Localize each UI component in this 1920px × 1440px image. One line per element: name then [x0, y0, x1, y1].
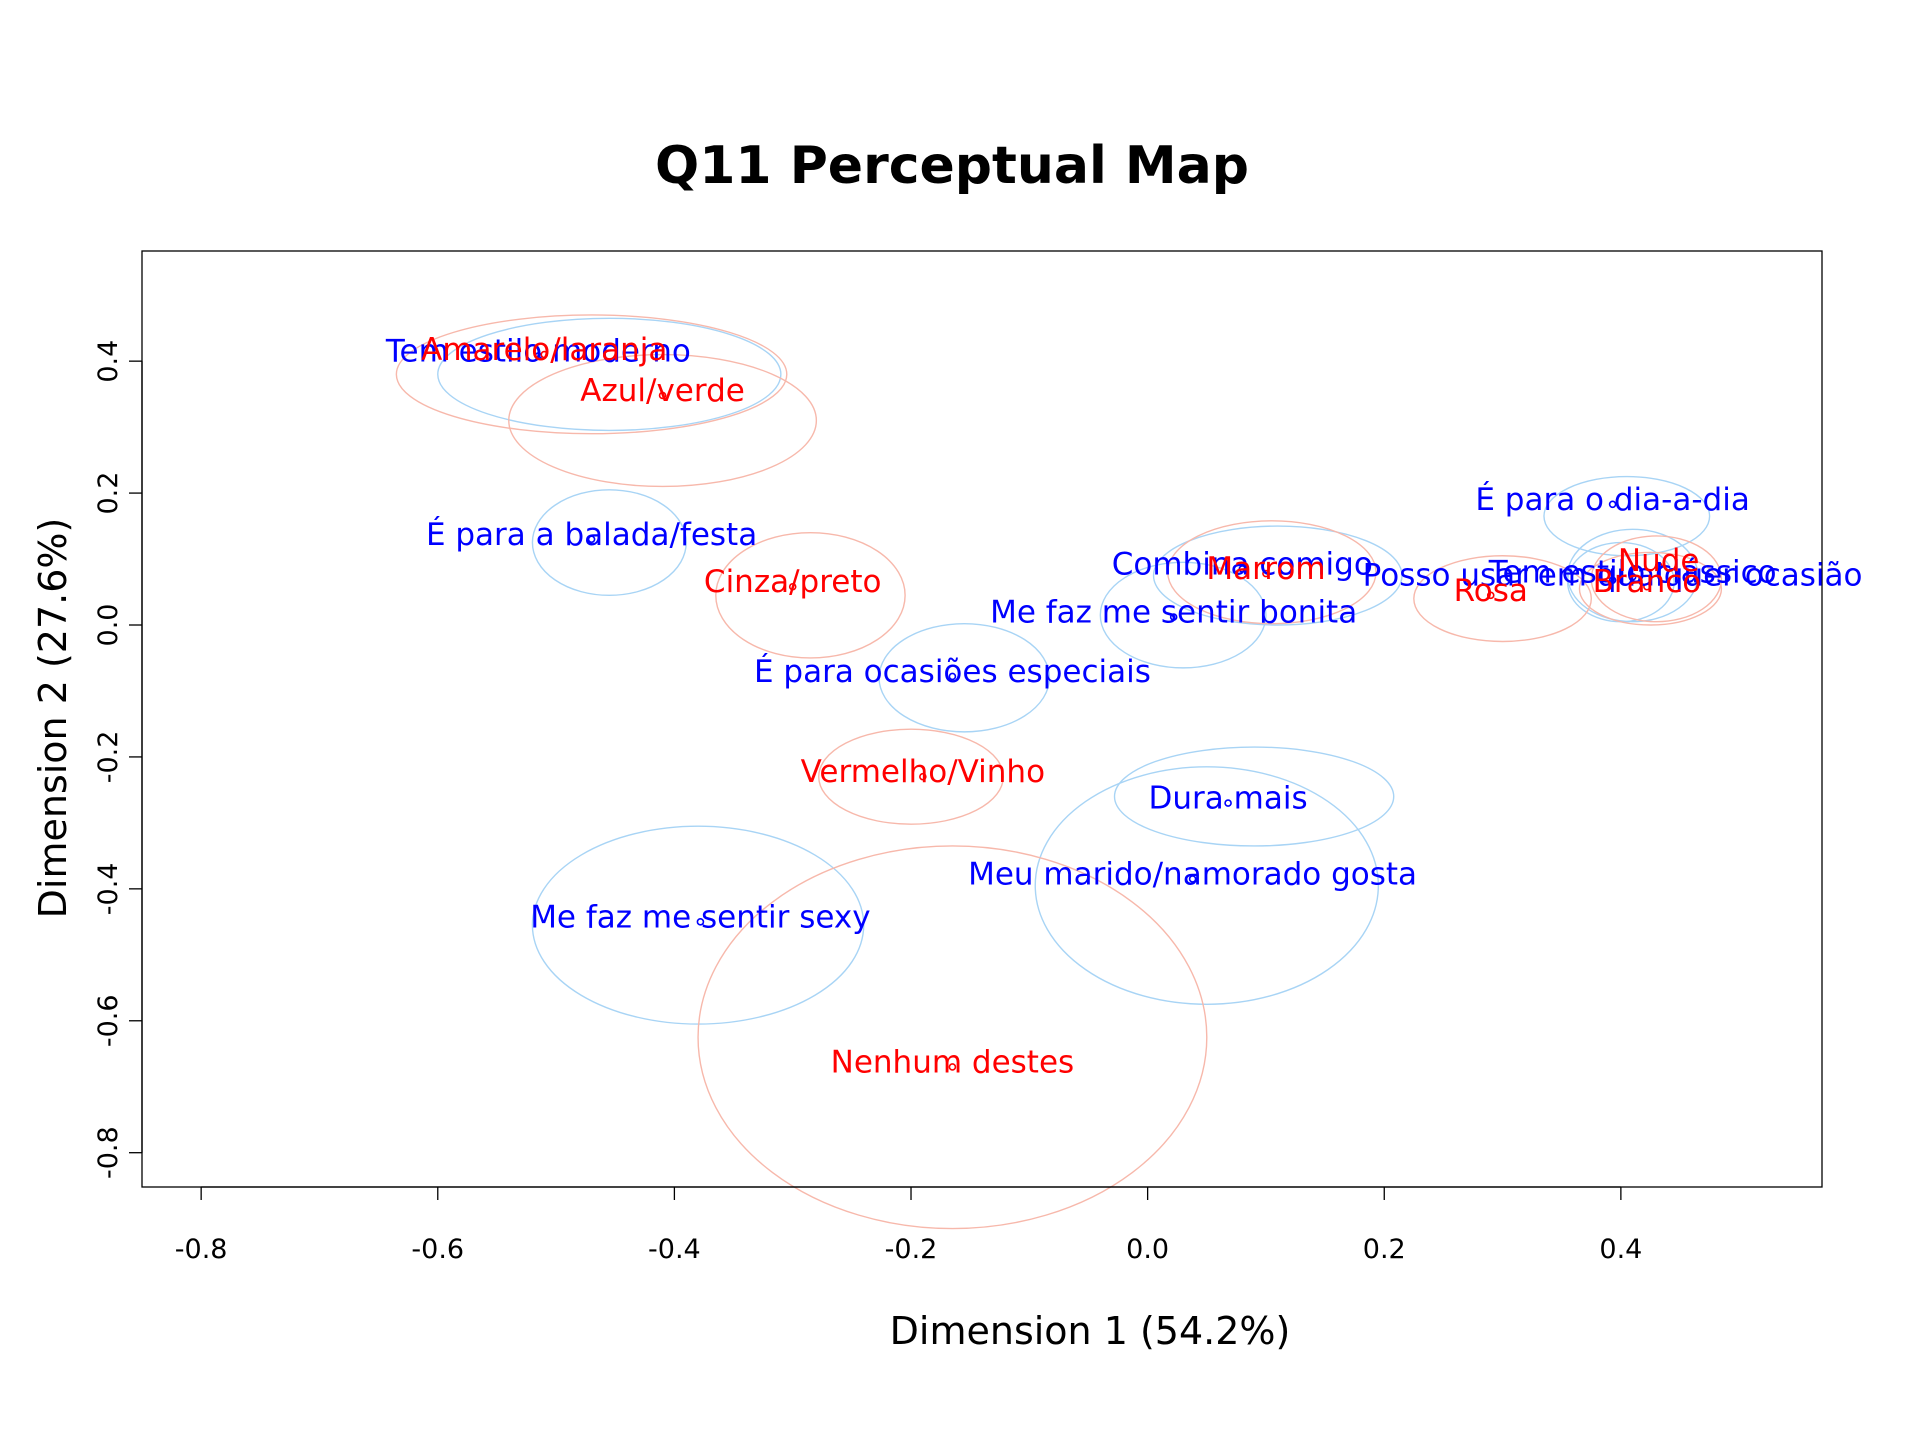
y-tick-label: -0.2: [93, 731, 124, 784]
label-dura-mais: Dura mais: [1149, 781, 1308, 817]
chart-title: Q11 Perceptual Map: [655, 136, 1249, 196]
label-e-para-a-balada-festa: É para a balada/festa: [426, 517, 757, 553]
y-tick-label: 0.0: [93, 604, 124, 647]
point-nenhum-destes: [948, 1063, 957, 1071]
ellipse-rosa: [1413, 555, 1592, 643]
label-meu-marido-namorado-gosta: Meu marido/namorado gosta: [968, 856, 1417, 892]
confidence-ellipses: [395, 314, 1723, 1230]
point-e-para-ocasioes-especiais: [948, 672, 957, 681]
label-rosa: Rosa: [1454, 573, 1528, 609]
ellipse-combina-comigo: [1152, 525, 1403, 626]
point-nude: [1654, 561, 1663, 570]
ellipse-nenhum-destes: [697, 845, 1208, 1230]
x-tick-label: -0.8: [175, 1234, 228, 1265]
point-dura-mais: [1224, 799, 1232, 807]
x-axis: -0.8 -0.6 -0.4 -0.2 0.0 0.2 0.4: [175, 1186, 1642, 1265]
label-tem-estilo-moderno: Tem estilo moderno: [385, 333, 691, 369]
x-tick-label: 0.4: [1599, 1234, 1642, 1265]
label-amarelo-laranja: Amarelo/laranja: [421, 332, 667, 368]
y-tick-label: 0.4: [93, 340, 124, 383]
point-posso-usar-em-qualquer-ocasiao: [1608, 576, 1617, 584]
label-e-para-ocasioes-especiais: É para ocasiões especiais: [754, 654, 1151, 690]
x-axis-label: Dimension 1 (54.2%): [890, 1309, 1291, 1353]
label-posso-usar-em-qualquer-ocasiao: Posso usar em qualquer ocasião: [1363, 558, 1863, 594]
label-nenhum-destes: Nenhum destes: [831, 1044, 1075, 1080]
x-tick-label: -0.4: [648, 1234, 701, 1265]
ellipse-azul-verde: [508, 353, 818, 488]
ellipse-e-para-ocasioes-especiais: [878, 622, 1051, 733]
label-combina-comigo: Combina comigo: [1112, 546, 1373, 582]
y-tick-label: 0.2: [93, 472, 124, 515]
ellipse-e-para-o-dia-a-dia: [1543, 475, 1711, 557]
y-tick-label: -0.6: [93, 994, 124, 1047]
label-me-faz-me-sentir-sexy: Me faz me sentir sexy: [530, 899, 870, 935]
point-cinza-preto: [788, 582, 797, 591]
ellipse-vermelho-vinho: [818, 728, 1004, 825]
point-azul-verde: [658, 391, 667, 400]
x-tick-label: 0.0: [1126, 1234, 1169, 1265]
point-e-para-a-balada-festa: [587, 535, 596, 544]
label-e-para-o-dia-a-dia: É para o dia-a-dia: [1475, 482, 1749, 518]
y-tick-label: -0.8: [93, 1126, 124, 1179]
point-marrom: [1262, 569, 1270, 578]
ellipse-meu-marido-namorado-gosta: [1034, 766, 1380, 1005]
ellipse-marrom: [1167, 520, 1377, 625]
y-tick-label: -0.4: [93, 863, 124, 916]
ellipse-dura-mais: [1113, 746, 1395, 847]
point-meu-marido-namorado-gosta: [1188, 875, 1197, 883]
label-vermelho-vinho: Vermelho/Vinho: [801, 754, 1045, 790]
point-combina-comigo: [1238, 565, 1247, 573]
label-nude: Nude: [1618, 543, 1700, 579]
label-cinza-preto: Cinza/preto: [704, 564, 882, 600]
x-tick-label: -0.2: [885, 1234, 938, 1265]
label-branco: Branco: [1593, 564, 1702, 600]
ellipse-e-para-a-balada-festa: [531, 489, 687, 597]
y-axis-label: Dimension 2 (27.6%): [31, 518, 75, 919]
ellipse-nude: [1590, 535, 1723, 623]
ellipse-me-faz-me-sentir-bonita: [1099, 561, 1267, 669]
x-tick-label: -0.6: [411, 1234, 464, 1265]
point-amarelo-laranja: [540, 350, 549, 359]
ellipse-cinza-preto: [715, 531, 906, 659]
point-rosa: [1486, 591, 1495, 600]
y-axis: -0.8 -0.6 -0.4 -0.2 0.0 0.2 0.4: [93, 340, 143, 1179]
x-tick-label: 0.2: [1363, 1234, 1406, 1265]
label-azul-verde: Azul/verde: [580, 373, 745, 409]
point-me-faz-me-sentir-bonita: [1169, 613, 1178, 621]
point-branco: [1643, 582, 1651, 591]
point-vermelho-vinho: [919, 772, 927, 781]
label-tem-estilo-classico: Tem estilo clássico: [1488, 554, 1777, 590]
label-me-faz-me-sentir-bonita: Me faz me sentir bonita: [990, 595, 1357, 631]
point-tem-estilo-classico: [1628, 573, 1637, 581]
point-labels: Tem estilo moderno É para a balada/festa É…: [385, 332, 1863, 1080]
point-me-faz-me-sentir-sexy: [696, 918, 705, 926]
ellipse-branco: [1578, 551, 1723, 626]
ellipse-tem-estilo-moderno: [437, 317, 782, 432]
label-marrom: Marrom: [1206, 551, 1325, 587]
ellipse-amarelo-laranja: [395, 314, 788, 435]
point-e-para-o-dia-a-dia: [1608, 500, 1617, 509]
data-points: [534, 350, 1663, 1071]
